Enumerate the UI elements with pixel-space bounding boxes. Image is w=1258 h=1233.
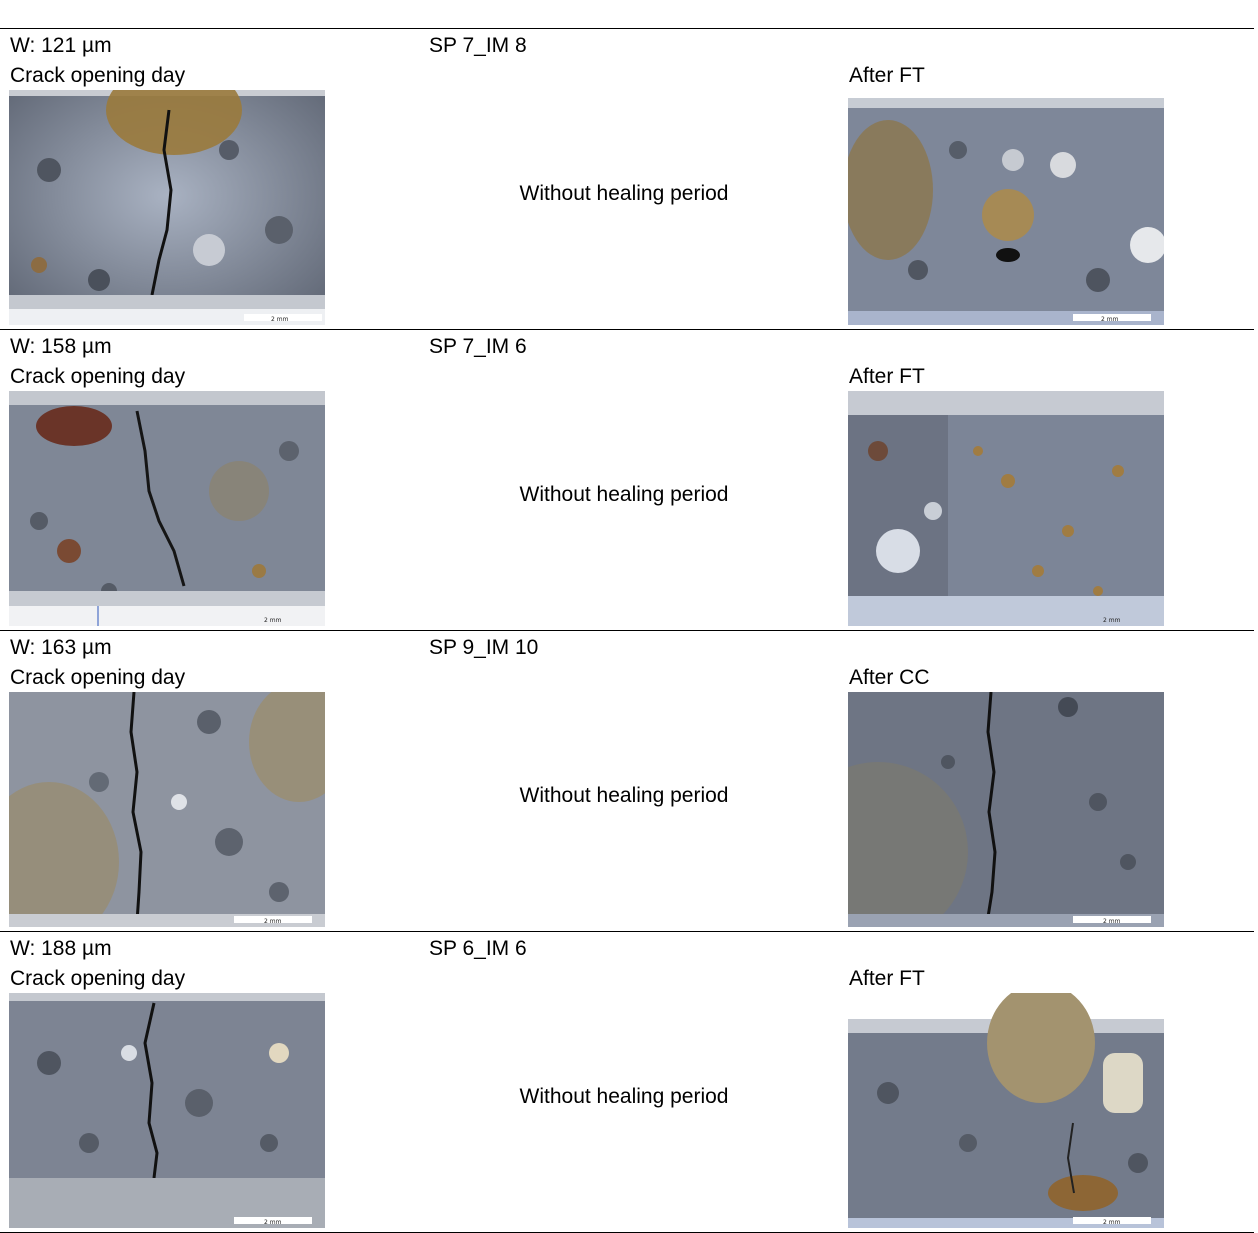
scale-bar-label: 2 mm [264, 1219, 282, 1226]
scale-bar-label: 2 mm [264, 617, 282, 624]
crack-width-label: W: 121 µm [10, 34, 112, 57]
after-treatment-caption: After CC [849, 666, 930, 689]
table-row: W: 121 µm Crack opening day SP 7_IM 8 Wi… [0, 29, 1254, 330]
healing-period-note: Without healing period [519, 1085, 729, 1108]
after-treatment-photo: 2 mm [848, 692, 1164, 927]
crack-opening-photo: 2 mm [9, 993, 325, 1228]
results-table: W: 121 µm Crack opening day SP 7_IM 8 Wi… [0, 28, 1254, 1233]
table-row: W: 163 µm Crack opening day SP 9_IM 10 W… [0, 631, 1254, 932]
table-row: W: 188 µm Crack opening day SP 6_IM 6 Wi… [0, 932, 1254, 1233]
crack-opening-photo: 2 mm [9, 90, 325, 325]
specimen-label: SP 7_IM 6 [429, 335, 527, 358]
crack-opening-caption: Crack opening day [10, 64, 186, 87]
crack-opening-photo: 2 mm [9, 391, 325, 626]
crack-opening-photo: 2 mm [9, 692, 325, 927]
after-treatment-photo: 2 mm [848, 993, 1164, 1228]
healing-period-note: Without healing period [519, 182, 729, 205]
after-treatment-caption: After FT [849, 365, 925, 388]
specimen-label: SP 9_IM 10 [429, 636, 539, 659]
scale-bar-label: 2 mm [271, 316, 289, 323]
after-treatment-caption: After FT [849, 967, 925, 990]
scale-bar-label: 2 mm [264, 918, 282, 925]
crack-opening-caption: Crack opening day [10, 967, 186, 990]
scale-bar-label: 2 mm [1103, 1219, 1121, 1226]
healing-period-note: Without healing period [519, 784, 729, 807]
table-row: W: 158 µm Crack opening day SP 7_IM 6 Wi… [0, 330, 1254, 631]
scale-bar-label: 2 mm [1103, 918, 1121, 925]
after-treatment-photo: 2 mm [848, 391, 1164, 626]
crack-width-label: W: 163 µm [10, 636, 112, 659]
specimen-label: SP 7_IM 8 [429, 34, 527, 57]
crack-opening-caption: Crack opening day [10, 666, 186, 689]
after-treatment-photo: 2 mm [848, 90, 1164, 325]
crack-width-label: W: 158 µm [10, 335, 112, 358]
scale-bar-label: 2 mm [1101, 316, 1119, 323]
healing-period-note: Without healing period [519, 483, 729, 506]
specimen-label: SP 6_IM 6 [429, 937, 527, 960]
scale-bar-label: 2 mm [1103, 617, 1121, 624]
crack-width-label: W: 188 µm [10, 937, 112, 960]
after-treatment-caption: After FT [849, 64, 925, 87]
crack-opening-caption: Crack opening day [10, 365, 186, 388]
